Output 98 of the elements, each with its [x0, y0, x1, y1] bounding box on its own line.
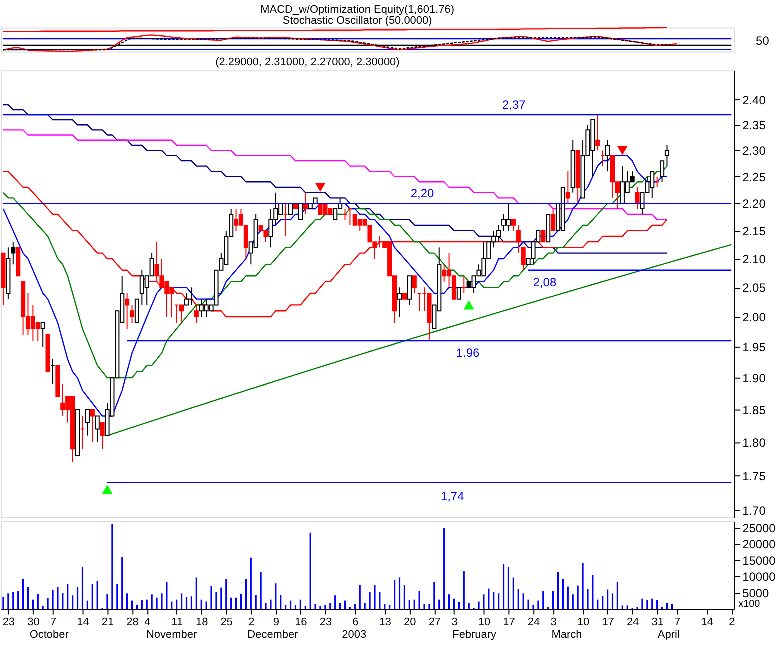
x-tick-label: 23: [2, 616, 16, 629]
x-tick-label: 13: [379, 616, 392, 629]
annotation: 2,20: [410, 186, 435, 201]
text: April: [658, 629, 680, 642]
candlestick: [551, 208, 556, 232]
y-tick-label: 2.30: [742, 144, 766, 158]
annotation: 1.96: [456, 346, 480, 360]
text: November: [146, 629, 198, 642]
line-series: [2, 130, 668, 221]
candlestick: [100, 422, 105, 450]
candlestick: [596, 114, 600, 152]
y-tick-label: 2.20: [742, 197, 766, 212]
x-tick-label: 25: [220, 616, 233, 629]
x-tick-label: 3: [550, 616, 557, 629]
x-tick-label: 11: [172, 616, 184, 629]
candlestick: [456, 287, 462, 300]
x-tick-label: 6: [352, 616, 359, 629]
annotation: 2,37: [502, 98, 526, 112]
candlestick: [521, 247, 526, 271]
y-tick-label: 1.95: [742, 340, 766, 355]
x-tick-label: 9: [273, 616, 280, 629]
x-tick-label: 18: [196, 616, 208, 629]
candlestick: [606, 140, 610, 172]
chart-title: (2.29000, 2.31000, 2.27000, 2.30000): [216, 56, 400, 69]
x-tick-label: 7: [50, 616, 57, 629]
x-tick-label: 7: [674, 616, 681, 629]
candlestick: [95, 416, 100, 443]
point: [464, 300, 474, 310]
x-tick-label: 21: [102, 616, 114, 629]
point: [617, 146, 628, 156]
y-tick-label: 1.80: [742, 436, 766, 450]
x-tick-label: 20: [404, 616, 416, 629]
annotation: 2,08: [533, 275, 557, 290]
y-tick-label: 2.25: [742, 170, 766, 184]
candlestick: [184, 292, 190, 306]
point: [315, 182, 326, 192]
candlestick: [130, 304, 135, 324]
x-tick-label: 30: [28, 616, 40, 629]
candlestick: [660, 160, 665, 183]
x-tick-label: 27: [428, 616, 442, 629]
y-tick-label: 25000: [742, 521, 776, 536]
y-tick-label: 1.85: [742, 403, 766, 418]
x-tick-label: 28: [126, 616, 139, 629]
y-tick-label: 2.40: [742, 94, 766, 108]
candlestick: [664, 145, 670, 167]
candlestick: [511, 219, 516, 232]
x-tick-label: 3: [452, 616, 458, 629]
point: [102, 485, 113, 494]
x-tick-label: 2: [729, 616, 736, 629]
candlestick: [90, 409, 95, 443]
y-tick-label: 10000: [742, 570, 776, 584]
candlestick: [635, 186, 640, 210]
candlestick: [85, 409, 90, 436]
candlestick: [125, 292, 130, 330]
y-tick-label: 1.75: [742, 469, 766, 484]
y-tick-label: 15000: [742, 554, 776, 568]
y-tick-label: 20000: [742, 538, 776, 552]
text: 2003: [342, 629, 367, 642]
y-tick-label: 2.10: [742, 252, 766, 266]
x-tick-label: 24: [626, 616, 640, 629]
y-tick-label: 1.90: [742, 372, 766, 386]
candlestick: [11, 242, 16, 266]
candlestick: [40, 322, 46, 348]
x-tick-label: 17: [602, 616, 614, 629]
y-tick-label: 2.35: [742, 118, 766, 133]
x-tick-label: 23: [320, 616, 332, 629]
y-axis-title: x100: [738, 598, 761, 610]
annotation: 1,74: [440, 490, 465, 504]
candlestick: [541, 230, 546, 243]
candlestick: [412, 276, 417, 294]
text: 50: [756, 34, 770, 48]
x-tick-label: 2: [248, 616, 255, 629]
candlestick: [298, 203, 303, 220]
candlestick: [566, 171, 570, 204]
x-tick-label: 17: [503, 616, 516, 629]
x-tick-label: 10: [577, 616, 590, 629]
candlestick: [516, 224, 521, 254]
chart-title: MACD_w/Optimization Equity(1,601.76): [260, 4, 455, 16]
text: March: [552, 629, 582, 642]
candlestick: [397, 287, 402, 318]
y-tick-label: 2.15: [742, 224, 766, 238]
x-tick-label: 16: [295, 616, 308, 629]
x-tick-label: 14: [701, 616, 714, 629]
x-tick-label: 14: [77, 616, 90, 629]
candlestick: [407, 276, 412, 306]
y-tick-label: 2.00: [742, 310, 766, 325]
x-tick-label: 31: [652, 616, 664, 629]
y-tick-label: 2.05: [742, 281, 766, 296]
y-tick-label: 5000: [742, 586, 770, 600]
candlestick: [134, 298, 140, 324]
text: October: [30, 629, 70, 642]
text: February: [452, 629, 498, 642]
text: December: [248, 629, 299, 642]
chart-subtitle: Stochastic Oscillator (50.0000): [282, 15, 432, 28]
x-tick-label: 10: [478, 616, 491, 629]
y-tick-label: 1.70: [742, 504, 766, 518]
x-tick-label: 24: [528, 616, 540, 629]
x-tick-label: 4: [144, 616, 151, 629]
